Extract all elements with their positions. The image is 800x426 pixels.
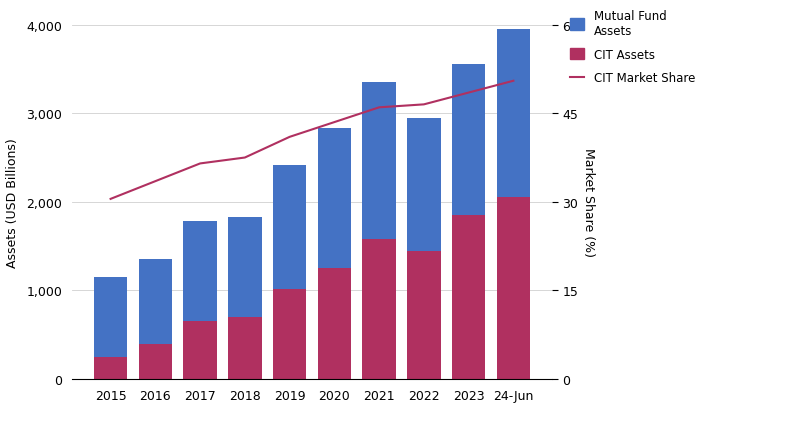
Bar	[362, 239, 396, 379]
Bar	[407, 252, 441, 379]
Bar	[318, 129, 351, 269]
Bar	[138, 260, 172, 344]
CIT Market Share	[240, 155, 250, 161]
Line: CIT Market Share: CIT Market Share	[110, 81, 514, 199]
CIT Market Share	[419, 103, 429, 108]
Bar	[183, 322, 217, 379]
CIT Market Share	[374, 106, 384, 111]
CIT Market Share	[464, 91, 474, 96]
Bar	[497, 198, 530, 379]
Bar	[94, 277, 127, 357]
CIT Market Share	[509, 79, 518, 84]
Bar	[228, 317, 262, 379]
Bar	[94, 357, 127, 379]
Y-axis label: Assets (USD Billions): Assets (USD Billions)	[6, 138, 19, 267]
Bar	[183, 222, 217, 322]
CIT Market Share	[106, 197, 115, 202]
Bar	[138, 344, 172, 379]
Bar	[228, 217, 262, 317]
Bar	[273, 289, 306, 379]
Bar	[362, 83, 396, 239]
CIT Market Share	[330, 120, 339, 125]
CIT Market Share	[150, 179, 160, 184]
Bar	[452, 216, 486, 379]
Y-axis label: Market Share (%): Market Share (%)	[582, 148, 595, 257]
Bar	[318, 269, 351, 379]
Bar	[407, 118, 441, 252]
Legend: Mutual Fund
Assets, CIT Assets, CIT Market Share: Mutual Fund Assets, CIT Assets, CIT Mark…	[570, 10, 695, 85]
CIT Market Share	[285, 135, 294, 140]
CIT Market Share	[195, 161, 205, 167]
Bar	[497, 30, 530, 198]
Bar	[273, 165, 306, 289]
Bar	[452, 65, 486, 216]
